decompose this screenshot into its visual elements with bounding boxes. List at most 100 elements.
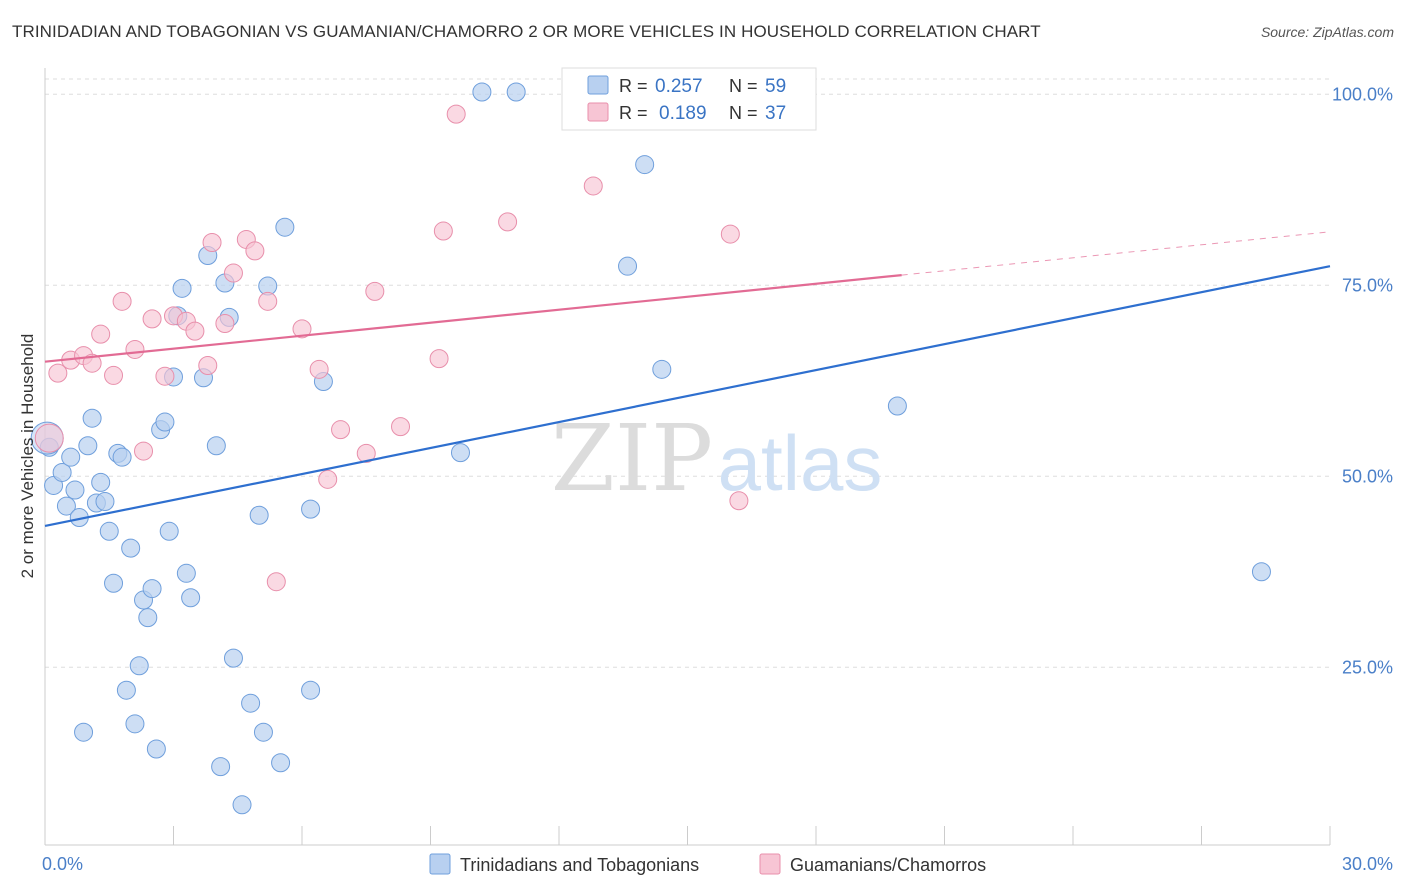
data-point-trinidadian	[146, 739, 166, 759]
data-point-trinidadian	[887, 396, 907, 416]
data-point-guamanian	[266, 572, 286, 592]
y-tick-label: 25.0%	[1342, 657, 1393, 677]
watermark-zip: ZIP	[551, 405, 713, 512]
legend-n-value: 59	[765, 76, 786, 97]
data-point-trinidadian	[116, 680, 136, 700]
data-point-guamanian	[429, 349, 449, 369]
series-guamanian-points	[34, 104, 749, 592]
data-point-guamanian	[34, 423, 64, 453]
data-point-guamanian	[258, 291, 278, 311]
data-point-trinidadian	[56, 496, 76, 516]
data-point-guamanian	[720, 224, 740, 244]
data-point-trinidadian	[301, 499, 321, 519]
y-tick-label: 75.0%	[1342, 275, 1393, 295]
data-point-guamanian	[48, 363, 68, 383]
data-point-guamanian	[91, 324, 111, 344]
data-point-trinidadian	[618, 256, 638, 276]
y-tick-label: 100.0%	[1332, 84, 1393, 104]
legend-n-label: N =	[729, 103, 758, 123]
data-point-trinidadian	[95, 491, 115, 511]
data-point-trinidadian	[232, 795, 252, 815]
data-point-trinidadian	[223, 648, 243, 668]
data-point-trinidadian	[82, 408, 102, 428]
data-point-trinidadian	[155, 412, 175, 432]
data-point-guamanian	[112, 291, 132, 311]
data-point-trinidadian	[142, 579, 162, 599]
legend-r-label: R =	[619, 103, 648, 123]
data-point-guamanian	[82, 353, 102, 373]
stats-legend: R = 0.257 N = 59 R = 0.189 N = 37	[561, 67, 817, 131]
data-point-trinidadian	[125, 714, 145, 734]
watermark: ZIP atlas	[551, 405, 882, 512]
legend-swatch-blue	[587, 75, 609, 95]
data-point-guamanian	[309, 359, 329, 379]
data-point-guamanian	[292, 319, 312, 339]
gridlines	[45, 78, 1330, 668]
data-point-guamanian	[331, 420, 351, 440]
data-point-guamanian	[433, 221, 453, 241]
data-point-trinidadian	[635, 155, 655, 175]
trend-lines	[44, 231, 1331, 528]
legend-swatch-trinidadian	[429, 853, 451, 875]
axes	[44, 68, 1331, 846]
data-point-trinidadian	[52, 462, 72, 482]
data-point-trinidadian	[61, 447, 81, 467]
data-point-trinidadian	[181, 588, 201, 608]
data-point-trinidadian	[241, 693, 261, 713]
data-point-guamanian	[356, 443, 376, 463]
data-point-trinidadian	[104, 573, 124, 593]
legend-label-guamanian: Guamanians/Chamorros	[790, 855, 986, 875]
data-point-guamanian	[318, 469, 338, 489]
data-point-guamanian	[583, 176, 603, 196]
legend-swatch-guamanian	[759, 853, 781, 875]
data-point-guamanian	[215, 313, 235, 333]
data-point-trinidadian	[112, 447, 132, 467]
data-point-trinidadian	[176, 563, 196, 583]
source-credit: Source: ZipAtlas.com	[1260, 24, 1394, 40]
trend-line-guamanian-extension	[901, 231, 1331, 276]
data-point-guamanian	[391, 417, 411, 437]
data-point-trinidadian	[506, 82, 526, 102]
watermark-atlas: atlas	[718, 419, 883, 507]
data-point-trinidadian	[652, 359, 672, 379]
data-point-trinidadian	[249, 505, 269, 525]
data-point-trinidadian	[99, 521, 119, 541]
data-point-trinidadian	[91, 472, 111, 492]
data-point-trinidadian	[129, 656, 149, 676]
data-point-trinidadian	[271, 753, 291, 773]
data-point-trinidadian	[74, 722, 94, 742]
data-point-trinidadian	[275, 217, 295, 237]
data-point-guamanian	[134, 441, 154, 461]
data-point-trinidadian	[472, 82, 492, 102]
data-point-trinidadian	[138, 608, 158, 628]
data-point-guamanian	[125, 339, 145, 359]
data-point-guamanian	[498, 212, 518, 232]
data-point-guamanian	[365, 281, 385, 301]
data-point-trinidadian	[172, 278, 192, 298]
data-point-guamanian	[245, 241, 265, 261]
data-point-guamanian	[729, 491, 749, 511]
data-point-guamanian	[446, 104, 466, 124]
legend-r-value: 0.189	[659, 103, 707, 124]
data-point-trinidadian	[1251, 562, 1271, 582]
data-point-guamanian	[155, 366, 175, 386]
data-point-guamanian	[202, 232, 222, 252]
y-tick-labels: 25.0% 50.0% 75.0% 100.0%	[1332, 84, 1393, 677]
x-tick-label: 30.0%	[1342, 854, 1393, 874]
series-legend: Trinidadians and Tobagonians Guamanians/…	[429, 853, 986, 875]
trend-line-trinidadian	[44, 265, 1331, 528]
legend-r-label: R =	[619, 76, 648, 96]
legend-label-trinidadian: Trinidadians and Tobagonians	[460, 855, 699, 875]
data-point-trinidadian	[253, 722, 273, 742]
data-point-trinidadian	[65, 480, 85, 500]
x-tick-label: 0.0%	[42, 854, 83, 874]
data-point-guamanian	[104, 365, 124, 385]
legend-swatch-pink	[587, 102, 609, 122]
legend-n-label: N =	[729, 76, 758, 96]
chart-title: TRINIDADIAN AND TOBAGONIAN VS GUAMANIAN/…	[12, 22, 1041, 41]
data-point-trinidadian	[159, 521, 179, 541]
legend-n-value: 37	[765, 103, 786, 124]
data-point-trinidadian	[450, 443, 470, 463]
data-point-trinidadian	[206, 436, 226, 456]
